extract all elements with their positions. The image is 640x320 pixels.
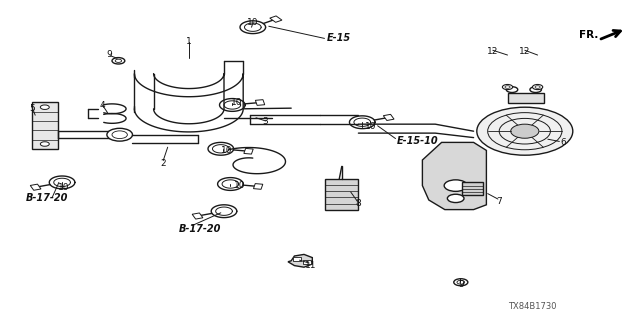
Text: 12: 12 [519, 47, 531, 56]
Circle shape [112, 58, 125, 64]
Polygon shape [303, 260, 311, 264]
Text: 4: 4 [100, 101, 105, 110]
Text: 12: 12 [487, 47, 499, 56]
Text: 6: 6 [561, 138, 566, 147]
Text: 10: 10 [58, 183, 70, 192]
Polygon shape [244, 148, 253, 154]
Polygon shape [293, 257, 301, 261]
Text: 9: 9 [458, 280, 463, 289]
Polygon shape [30, 184, 41, 190]
Text: 7: 7 [497, 197, 502, 206]
Text: 10: 10 [231, 98, 243, 107]
Text: 8: 8 [356, 199, 361, 208]
Circle shape [532, 84, 543, 90]
Text: 2: 2 [161, 159, 166, 168]
Circle shape [107, 128, 132, 141]
Polygon shape [462, 182, 483, 195]
Text: FR.: FR. [579, 30, 598, 40]
Text: 1: 1 [186, 37, 191, 46]
Circle shape [477, 107, 573, 155]
Text: 3: 3 [263, 117, 268, 126]
Text: TX84B1730: TX84B1730 [508, 302, 557, 311]
Polygon shape [288, 254, 312, 267]
Circle shape [502, 84, 513, 90]
Circle shape [506, 87, 518, 92]
Circle shape [530, 87, 541, 92]
Text: 10: 10 [247, 18, 259, 27]
Text: E-15: E-15 [326, 33, 351, 44]
Text: 9: 9 [106, 50, 111, 59]
Circle shape [511, 124, 539, 138]
Text: B-17-20: B-17-20 [179, 224, 221, 234]
Text: B-17-20: B-17-20 [26, 193, 68, 204]
Polygon shape [508, 93, 544, 103]
Text: 10: 10 [365, 122, 377, 131]
Circle shape [444, 180, 467, 191]
Text: E-15-10: E-15-10 [397, 136, 438, 146]
Polygon shape [422, 142, 486, 210]
Text: 11: 11 [305, 261, 316, 270]
Polygon shape [270, 16, 282, 22]
Polygon shape [192, 213, 203, 219]
Polygon shape [255, 100, 265, 105]
Polygon shape [325, 179, 358, 210]
Text: 10: 10 [234, 181, 246, 190]
Circle shape [40, 105, 49, 109]
Circle shape [454, 279, 468, 286]
Circle shape [40, 142, 49, 146]
Polygon shape [32, 102, 58, 149]
Text: 10: 10 [221, 146, 233, 155]
Polygon shape [383, 114, 394, 121]
Polygon shape [253, 184, 263, 189]
Circle shape [447, 194, 464, 203]
Text: 5: 5 [29, 104, 35, 113]
